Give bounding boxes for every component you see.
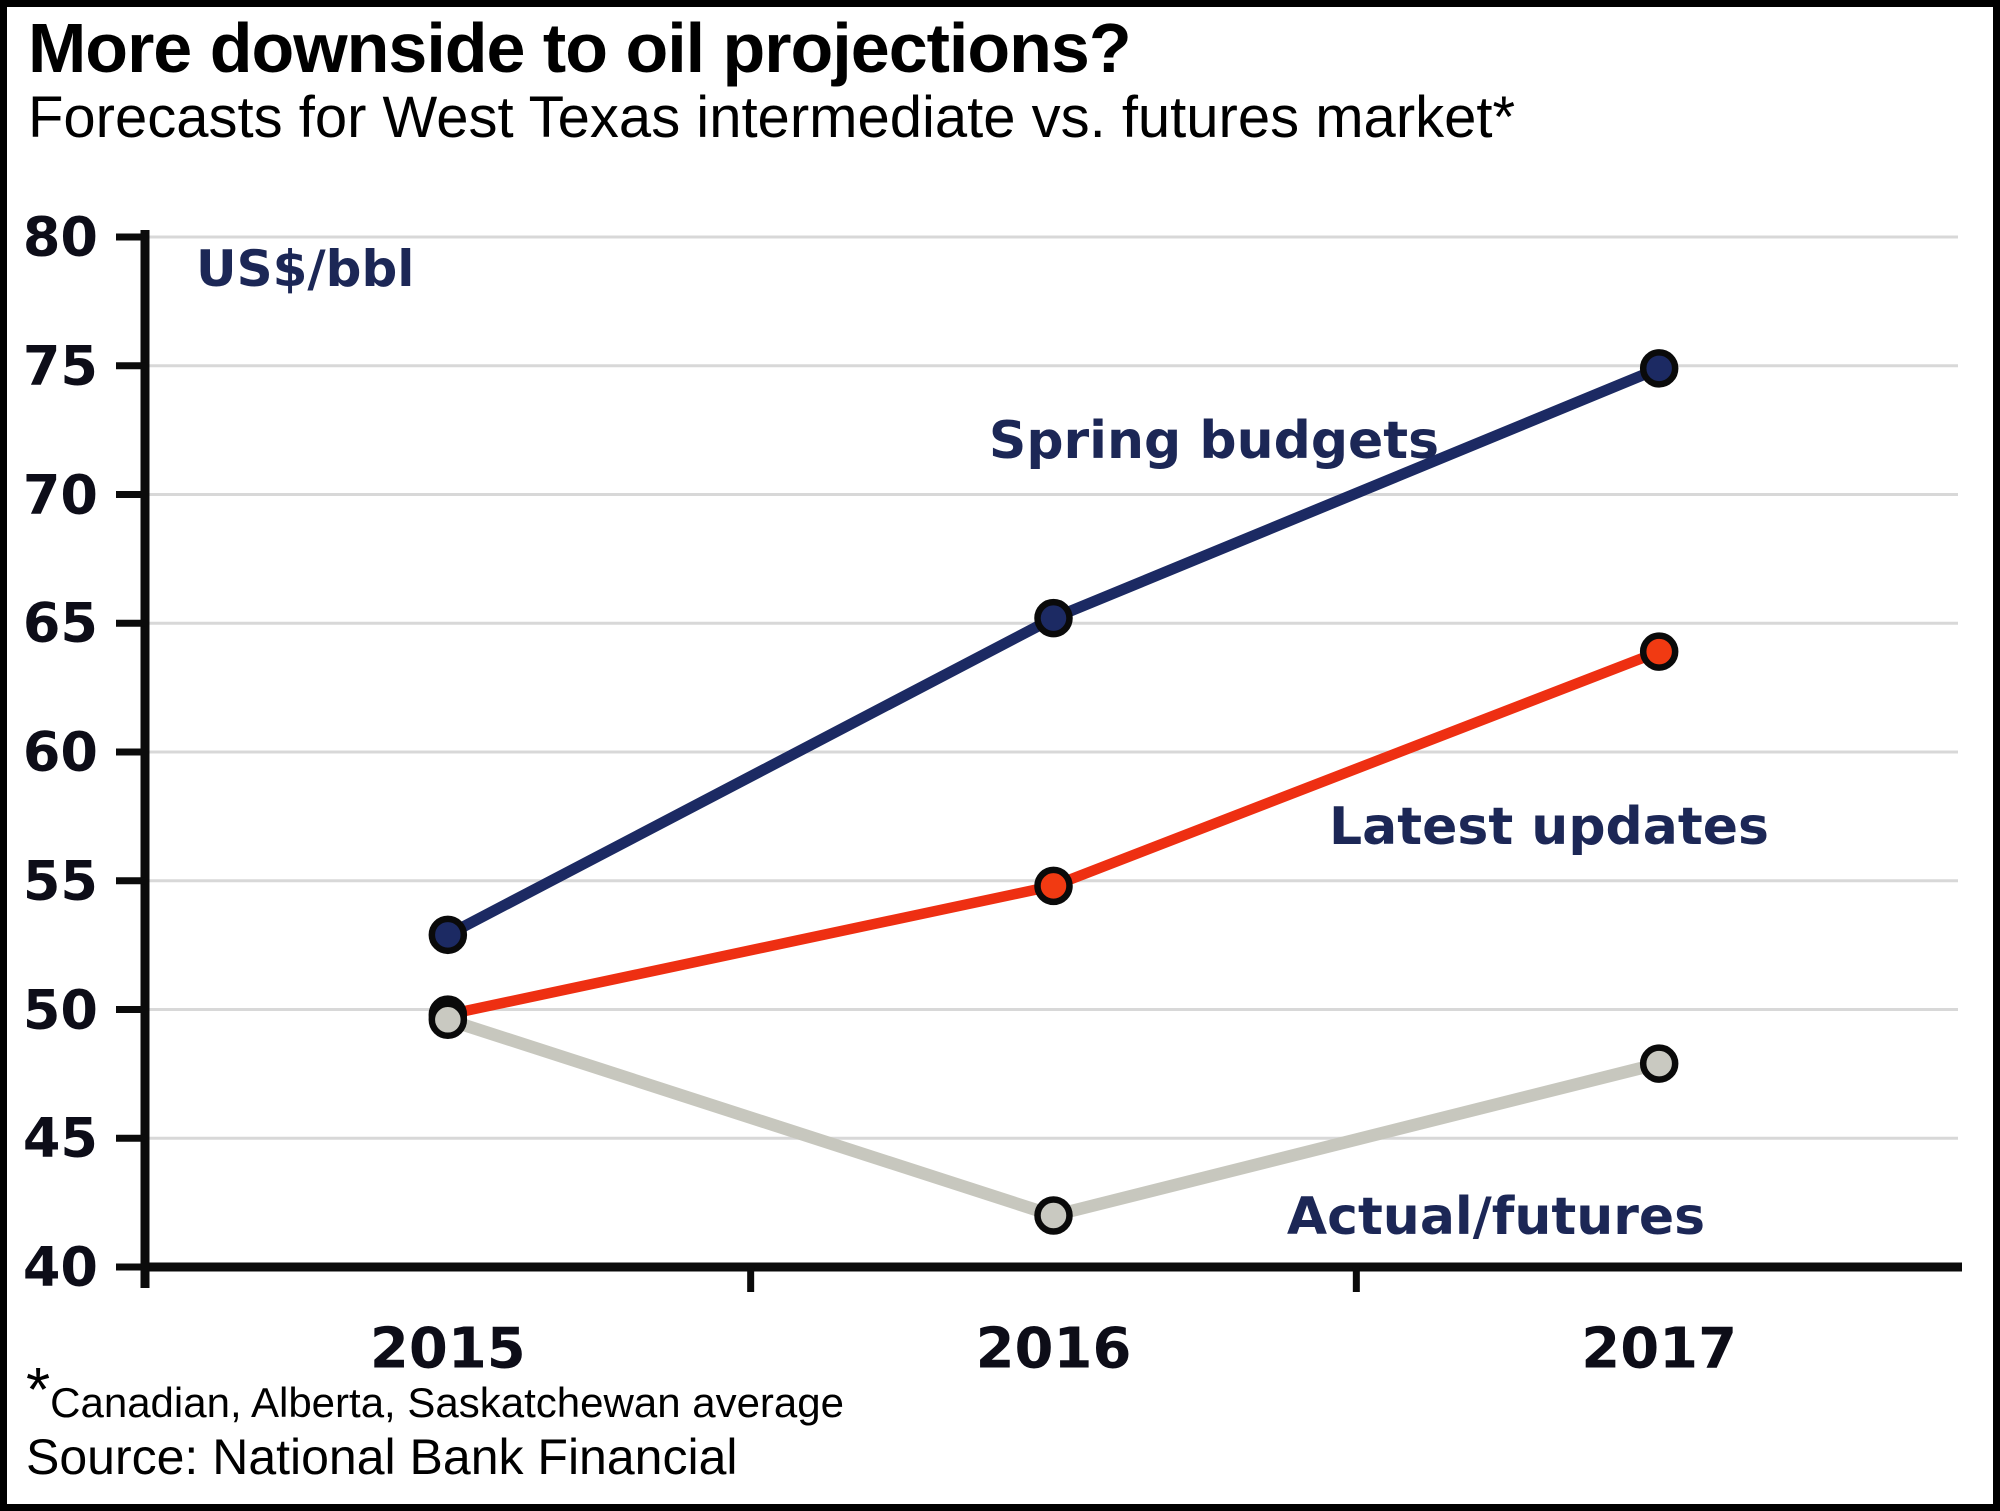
series-label-latest-updates: Latest updates <box>1329 797 1769 857</box>
data-point-actual-futures-2015 <box>428 1000 468 1040</box>
series-label-spring-budgets: Spring budgets <box>988 411 1440 471</box>
y-tick-label-65: 65 <box>22 591 98 655</box>
series-label-actual-futures: Actual/futures <box>1286 1187 1706 1247</box>
y-tick-label-70: 70 <box>22 463 98 526</box>
y-tick-label-50: 50 <box>22 978 98 1041</box>
data-point-spring-budgets-2015 <box>428 915 468 955</box>
page-title: More downside to oil projections? <box>28 9 1132 87</box>
source-line: Source: National Bank Financial <box>26 1429 738 1485</box>
footnote-text: Canadian, Alberta, Saskatchewan average <box>50 1379 844 1426</box>
x-tick-label-2017: 2017 <box>1581 1316 1738 1382</box>
y-tick-label-45: 45 <box>22 1106 98 1170</box>
data-point-latest-updates-2017 <box>1639 632 1679 671</box>
data-point-actual-futures-2017 <box>1639 1044 1679 1083</box>
data-point-spring-budgets-2017 <box>1639 349 1679 388</box>
y-tick-label-40: 40 <box>22 1235 98 1299</box>
x-tick-label-2015: 2015 <box>369 1316 526 1382</box>
y-tick-label-60: 60 <box>22 720 98 784</box>
data-point-spring-budgets-2016 <box>1034 598 1073 638</box>
data-point-latest-updates-2016 <box>1034 866 1073 906</box>
page-subtitle: Forecasts for West Texas intermediate vs… <box>28 85 1516 150</box>
y-tick-label-55: 55 <box>22 849 98 913</box>
footnote: * Canadian, Alberta, Saskatchewan average <box>26 1360 844 1424</box>
x-tick-label-2016: 2016 <box>975 1316 1132 1382</box>
y-axis-unit-label: US$/bbl <box>196 240 415 298</box>
y-tick-label-75: 75 <box>22 334 98 398</box>
data-point-actual-futures-2016 <box>1034 1196 1073 1235</box>
footnote-asterisk: * <box>26 1356 51 1425</box>
y-tick-label-80: 80 <box>22 205 98 269</box>
